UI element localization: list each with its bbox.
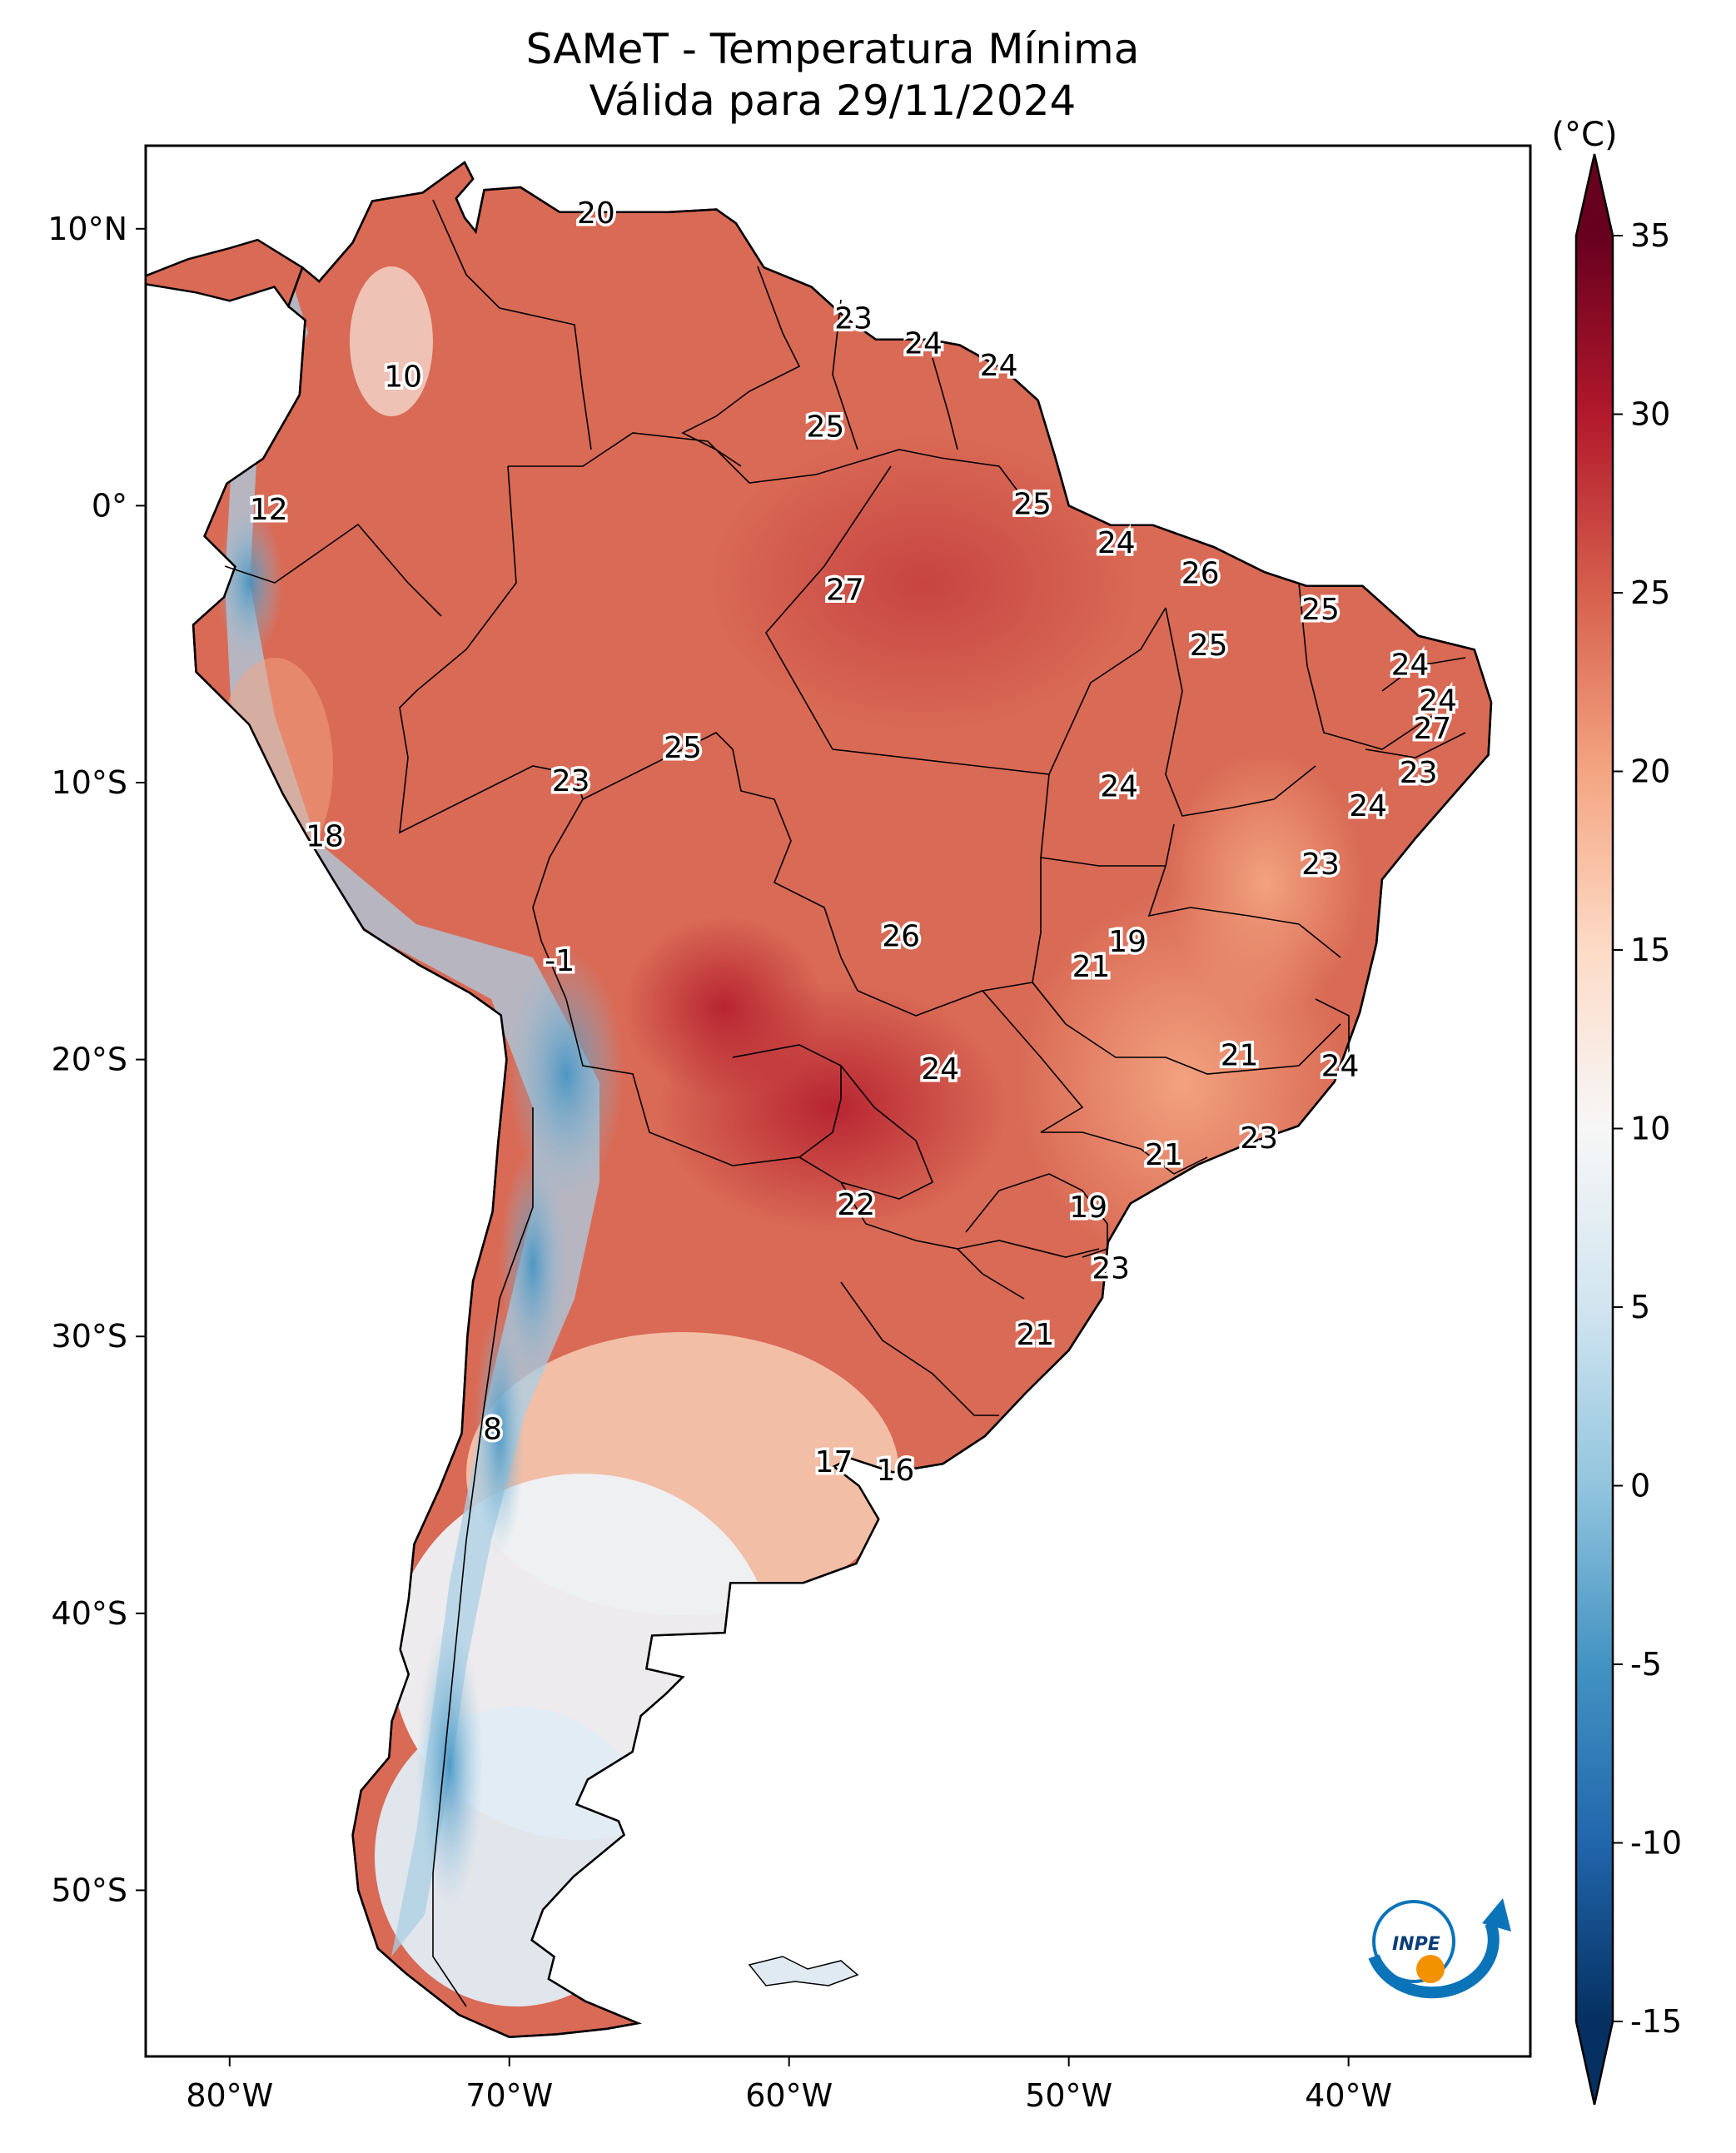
temperature-label: -1 [545, 944, 575, 978]
longitude-tick-label: 80°W [186, 2077, 273, 2114]
temperature-label: 24 [1349, 789, 1387, 823]
map-title: SAMeT - Temperatura Mínima [525, 25, 1140, 73]
logo-text: INPE [1392, 1934, 1440, 1955]
colorbar-tick-label: 0 [1630, 1468, 1650, 1504]
colorbar-tick-label: 10 [1630, 1111, 1670, 1147]
temperature-label: 24 [1100, 770, 1138, 804]
colorbar: (°C) 35 30 25 20 15 10 5 0 -5 -10 -15 [1551, 116, 1682, 2106]
temperature-label: 16 [876, 1454, 914, 1488]
latitude-tick-label: 10°S [52, 764, 127, 801]
colorbar-min-extension [1576, 2021, 1613, 2105]
temperature-label: 23 [834, 302, 873, 336]
longitude-ticks: 80°W 70°W 60°W 50°W 40°W [186, 2056, 1392, 2114]
temperature-label: 27 [1413, 712, 1451, 746]
temperature-label: 18 [306, 820, 344, 854]
logo-arrow-icon [1482, 1898, 1511, 1932]
latitude-tick-label: 10°N [47, 211, 127, 247]
longitude-tick-label: 40°W [1305, 2077, 1392, 2114]
temperature-label: 24 [1419, 684, 1457, 718]
latitude-tick-label: 30°S [52, 1318, 127, 1355]
panama-landmass [144, 238, 304, 309]
colorbar-unit: (°C) [1551, 116, 1617, 154]
temperature-label: 20 [577, 196, 615, 231]
temperature-label: 21 [1016, 1318, 1054, 1352]
colorbar-tick-label: 30 [1630, 396, 1670, 433]
temperature-label: 24 [980, 349, 1018, 383]
temperature-label: 23 [552, 764, 590, 798]
temperature-label: 25 [664, 731, 702, 765]
colorbar-tick-label: -10 [1630, 1825, 1682, 1862]
temperature-label: 23 [1301, 848, 1340, 882]
colorbar-tick-label: 20 [1630, 753, 1670, 790]
temperature-label: 24 [904, 327, 943, 361]
temperature-label: 25 [1013, 487, 1052, 521]
temperature-label: 17 [815, 1445, 853, 1479]
colorbar-tick-label: -5 [1630, 1646, 1662, 1683]
colorbar-tick-label: 15 [1630, 932, 1670, 968]
latitude-ticks: 10°N 0° 10°S 20°S 30°S 40°S 50°S [47, 211, 146, 1908]
colorbar-body [1576, 236, 1613, 2021]
temperature-label: 10 [384, 360, 422, 394]
temperature-label: 24 [1097, 526, 1136, 560]
temperature-label: 26 [1181, 557, 1220, 591]
temperature-label: 19 [1108, 925, 1147, 959]
inpe-logo: INPE [1368, 1898, 1511, 1999]
temperature-label: 24 [921, 1052, 959, 1086]
political-borders [224, 199, 1466, 2007]
temperature-label: 22 [837, 1188, 875, 1222]
temperature-label: 19 [1069, 1191, 1107, 1225]
temperature-label: 24 [1391, 648, 1430, 682]
logo-sun-icon [1416, 1955, 1445, 1983]
temperature-label: 23 [1092, 1251, 1130, 1285]
temperature-label: 21 [1221, 1038, 1259, 1072]
longitude-tick-label: 60°W [745, 2077, 833, 2114]
map-subtitle: Válida para 29/11/2024 [589, 77, 1077, 125]
falkland-islands [748, 1956, 859, 1986]
longitude-tick-label: 50°W [1025, 2077, 1112, 2114]
colorbar-tick-label: 25 [1630, 574, 1670, 611]
temperature-label: 25 [1190, 629, 1228, 663]
temperature-label: 26 [882, 919, 920, 953]
temperature-label: 12 [250, 493, 288, 527]
colorbar-ticks: 35 30 25 20 15 10 5 0 -5 -10 -15 [1613, 217, 1682, 2040]
colorbar-max-extension [1576, 154, 1613, 236]
temperature-label: 25 [1301, 593, 1340, 627]
temperature-label: 8 [483, 1412, 502, 1446]
logo-swoosh [1368, 1921, 1500, 1999]
colorbar-tick-label: -15 [1630, 2003, 1682, 2040]
temperature-label: 21 [1145, 1138, 1183, 1172]
temperature-label: 23 [1400, 756, 1438, 790]
latitude-tick-label: 0° [92, 487, 127, 524]
latitude-tick-label: 20°S [52, 1042, 127, 1078]
temperature-label: 23 [1240, 1121, 1278, 1156]
temperature-label: 25 [806, 410, 844, 444]
colorbar-tick-label: 35 [1630, 217, 1670, 254]
latitude-tick-label: 50°S [52, 1872, 127, 1908]
latitude-tick-label: 40°S [52, 1595, 127, 1632]
colorbar-tick-label: 5 [1630, 1289, 1650, 1325]
temperature-label: 21 [1072, 950, 1111, 984]
logo-ring [1372, 1900, 1455, 1983]
temperature-label: 24 [1321, 1050, 1360, 1084]
temperature-label: 27 [826, 574, 864, 608]
longitude-tick-label: 70°W [465, 2077, 553, 2114]
